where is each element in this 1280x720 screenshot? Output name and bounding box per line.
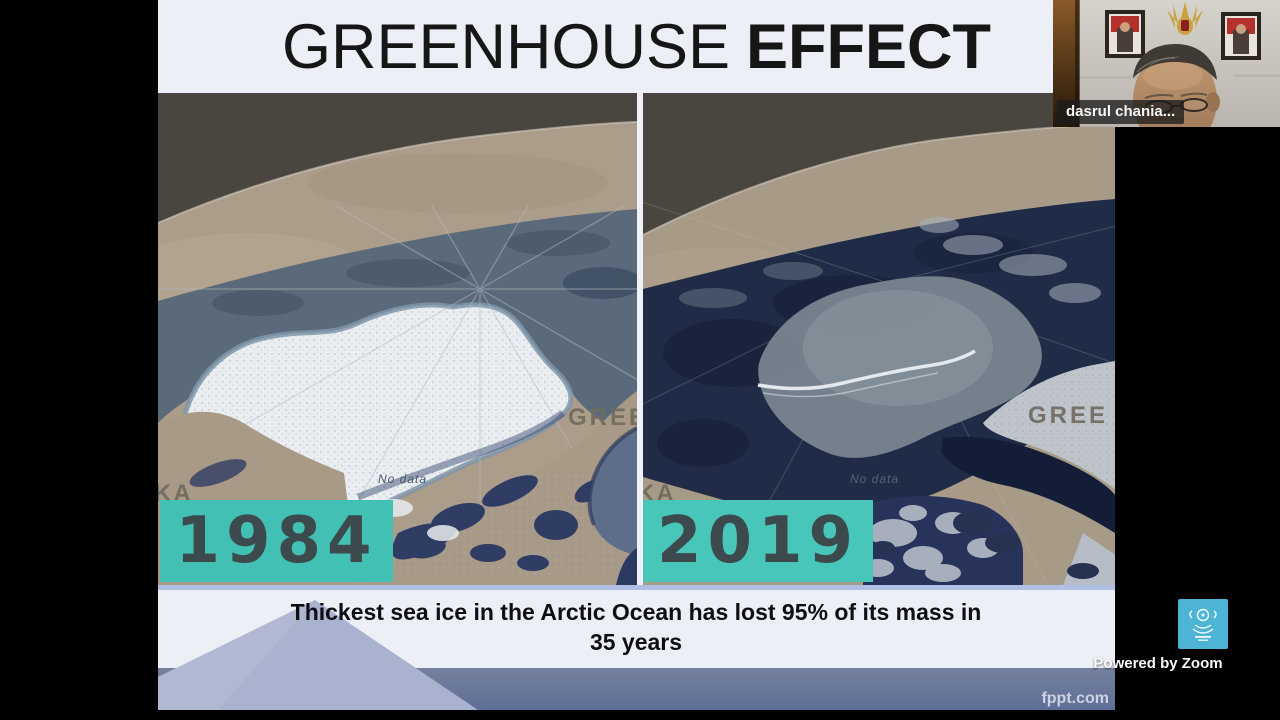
presentation-slide: GREENHOUSE EFFECT <box>158 0 1115 710</box>
slide-caption: Thickest sea ice in the Arctic Ocean has… <box>186 597 1086 657</box>
footer-triangle-decoration <box>158 600 478 710</box>
caption-line-2: 35 years <box>589 629 683 655</box>
arctic-map-1984-image: GREE KA No data <box>158 93 637 585</box>
participant-video-thumbnail[interactable]: dasrul chania... <box>1053 0 1280 127</box>
map-bottom-edge <box>158 585 1115 590</box>
participant-name-label: dasrul chania... <box>1057 100 1185 124</box>
portrait-right <box>1221 12 1261 60</box>
arctic-map-1984: GREE KA No data <box>158 93 637 585</box>
no-data-label-1984: No data <box>378 472 427 486</box>
slide-title: GREENHOUSE EFFECT <box>158 0 1115 93</box>
baffin-bay-1984 <box>587 426 637 585</box>
ice-crack-line <box>757 349 976 391</box>
garuda-emblem <box>1167 2 1203 35</box>
powered-by-zoom-label: Powered by Zoom <box>1093 655 1223 672</box>
slide-title-regular: GREENHOUSE <box>281 11 731 82</box>
fppt-watermark: fppt.com <box>1041 690 1109 707</box>
year-badge-2019: 2019 <box>643 500 873 582</box>
greenland-label-1984: GREE <box>568 404 637 431</box>
map-divider <box>637 93 643 585</box>
portrait-left <box>1105 10 1145 58</box>
ice-sheet-2019 <box>757 276 1042 458</box>
institution-logo <box>1178 599 1228 649</box>
caption-line-1: Thickest sea ice in the Arctic Ocean has… <box>290 599 982 625</box>
logo-crest <box>1189 608 1217 634</box>
no-data-label-2019: No data <box>850 472 899 486</box>
greenland-label-2019: GREE <box>1028 402 1108 429</box>
year-badge-1984: 1984 <box>160 500 393 582</box>
baffin-bay-2019 <box>941 436 1115 533</box>
ice-debris-2019 <box>919 217 1101 303</box>
sea-ice-comparison: GREE KA No data <box>158 93 1115 585</box>
slide-title-bold: EFFECT <box>746 11 992 82</box>
